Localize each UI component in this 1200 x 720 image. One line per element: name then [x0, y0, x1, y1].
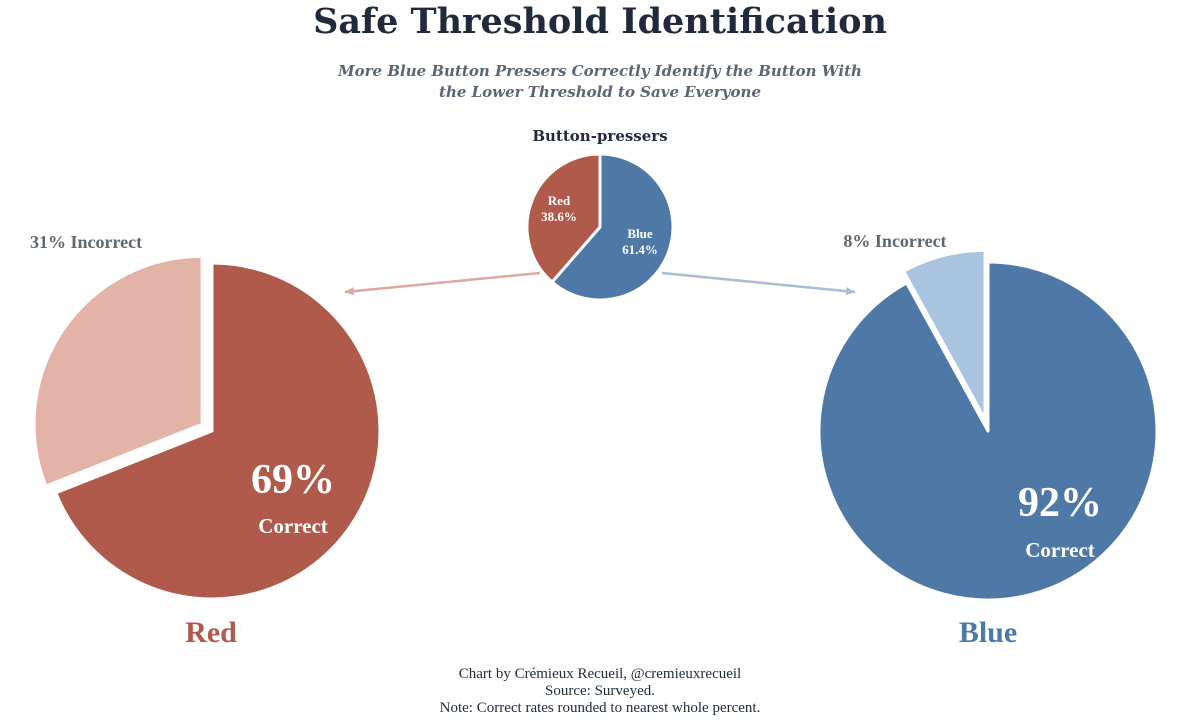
- red-correct-value-label: 69%: [251, 457, 335, 503]
- red-correct-label: Correct: [258, 514, 328, 538]
- chart-subtitle-line-1: More Blue Button Pressers Correctly Iden…: [337, 62, 862, 80]
- center-slice-blue: [550, 152, 675, 302]
- center-blue-value-label: 61.4%: [622, 242, 658, 257]
- blue-slice-8-incorrect: [902, 248, 987, 421]
- red-pie: [32, 254, 382, 601]
- red-slice-31-incorrect: [32, 254, 204, 488]
- blue-pie-title: Blue: [959, 616, 1017, 649]
- chart-title: Safe Threshold Identification: [313, 1, 887, 42]
- red-pie-title: Red: [185, 616, 237, 649]
- chart-subtitle-line-2: the Lower Threshold to Save Everyone: [439, 83, 761, 101]
- arrow-to-blue: [661, 271, 856, 296]
- blue-correct-value-label: 92%: [1018, 480, 1102, 526]
- blue-correct-label: Correct: [1025, 538, 1095, 562]
- blue-incorrect-label: 8% Incorrect: [843, 231, 946, 251]
- red-slice-correct: [54, 261, 382, 601]
- footer-credit: Chart by Crémieux Recueil, @cremieuxrecu…: [459, 666, 741, 682]
- footer-note: Note: Correct rates rounded to nearest w…: [440, 700, 761, 716]
- blue-pie: [817, 248, 1159, 602]
- red-incorrect-label: 31% Incorrect: [30, 232, 142, 252]
- center-pie-title: Button-pressers: [532, 127, 667, 145]
- footer-source: Source: Surveyed.: [545, 683, 655, 699]
- arrow-to-red: [344, 271, 541, 296]
- center-red-label: Red: [548, 193, 571, 208]
- center-blue-label: Blue: [627, 226, 653, 241]
- center-slice-red: [525, 152, 602, 284]
- center-red-value-label: 38.6%: [541, 209, 577, 224]
- blue-slice-correct: [817, 260, 1159, 602]
- center-pie: [525, 152, 675, 302]
